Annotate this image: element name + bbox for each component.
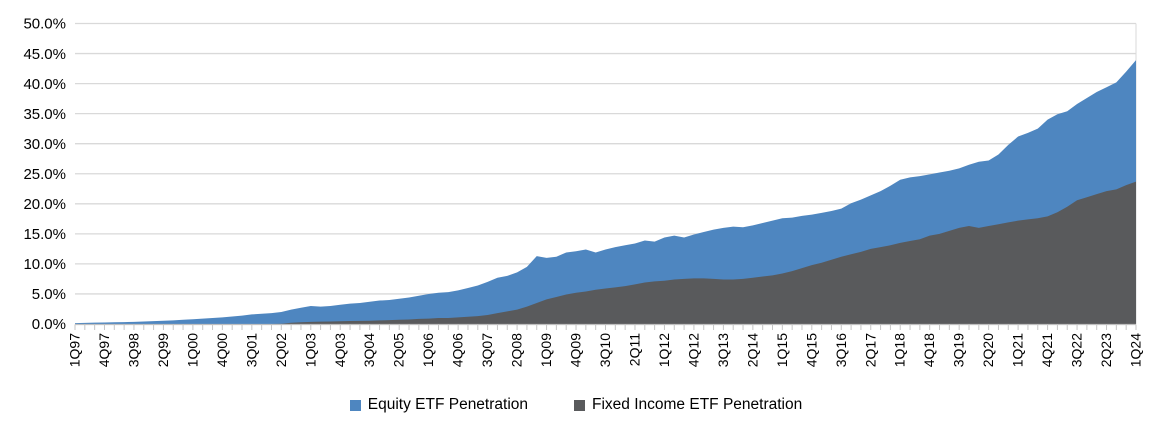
y-tick-label: 0.0% — [32, 316, 66, 333]
x-tick-label: 1Q03 — [302, 333, 318, 367]
x-tick-label: 1Q97 — [67, 333, 83, 367]
y-tick-label: 30.0% — [23, 136, 66, 153]
x-tick-label: 4Q09 — [568, 333, 584, 367]
y-tick-label: 20.0% — [23, 196, 66, 213]
x-tick-label: 4Q03 — [332, 333, 348, 367]
x-tick-label: 2Q02 — [273, 333, 289, 367]
fixed-income-swatch-icon — [574, 399, 586, 411]
x-tick-label: 1Q21 — [1010, 333, 1026, 367]
x-tick-label: 2Q20 — [980, 333, 996, 367]
x-tick-label: 4Q21 — [1039, 333, 1055, 367]
chart-legend: Equity ETF Penetration Fixed Income ETF … — [0, 396, 1152, 414]
x-tick-label: 1Q15 — [774, 333, 790, 367]
x-tick-label: 2Q08 — [509, 333, 525, 367]
x-tick-label: 3Q19 — [951, 333, 967, 367]
y-tick-label: 5.0% — [32, 286, 66, 303]
x-tick-label: 2Q11 — [626, 333, 642, 366]
x-tick-label: 1Q09 — [538, 333, 554, 367]
y-tick-label: 35.0% — [23, 106, 66, 123]
x-tick-label: 3Q22 — [1069, 333, 1085, 367]
x-tick-label: 4Q06 — [450, 333, 466, 367]
x-tick-label: 2Q23 — [1098, 333, 1114, 367]
x-tick-label: 3Q16 — [833, 333, 849, 367]
x-tick-label: 3Q01 — [243, 333, 259, 367]
x-tick-label: 3Q98 — [125, 333, 141, 367]
y-tick-label: 45.0% — [23, 46, 66, 63]
x-tick-label: 2Q14 — [744, 333, 760, 367]
x-tick-label: 3Q10 — [597, 333, 613, 367]
legend-item-equity: Equity ETF Penetration — [349, 396, 529, 414]
fixed-income-area-series — [75, 181, 1136, 324]
y-tick-label: 10.0% — [23, 256, 66, 273]
y-tick-label: 25.0% — [23, 166, 66, 183]
x-tick-label: 4Q00 — [214, 333, 230, 367]
x-tick-label: 3Q13 — [715, 333, 731, 367]
equity-swatch-icon — [349, 399, 361, 411]
x-tick-label: 2Q05 — [391, 333, 407, 367]
x-tick-label: 3Q04 — [361, 333, 377, 367]
x-tick-label: 4Q18 — [921, 333, 937, 367]
y-tick-label: 40.0% — [23, 76, 66, 93]
y-tick-label: 15.0% — [23, 226, 66, 243]
x-tick-label: 4Q15 — [803, 333, 819, 367]
x-tick-label: 4Q97 — [96, 333, 112, 367]
x-tick-label: 1Q06 — [420, 333, 436, 367]
x-tick-label: 3Q07 — [479, 333, 495, 367]
x-tick-label: 1Q00 — [184, 333, 200, 367]
x-tick-label: 1Q18 — [892, 333, 908, 367]
x-tick-label: 2Q99 — [155, 333, 171, 367]
x-tick-label: 1Q24 — [1128, 333, 1144, 367]
legend-item-fixed-income: Fixed Income ETF Penetration — [574, 396, 802, 414]
x-tick-label: 4Q12 — [685, 333, 701, 367]
x-tick-label: 2Q17 — [862, 333, 878, 367]
legend-label-equity: Equity ETF Penetration — [367, 396, 529, 413]
y-tick-label: 50.0% — [23, 16, 66, 33]
legend-label-fixed-income: Fixed Income ETF Penetration — [592, 396, 803, 413]
x-tick-label: 1Q12 — [656, 333, 672, 367]
